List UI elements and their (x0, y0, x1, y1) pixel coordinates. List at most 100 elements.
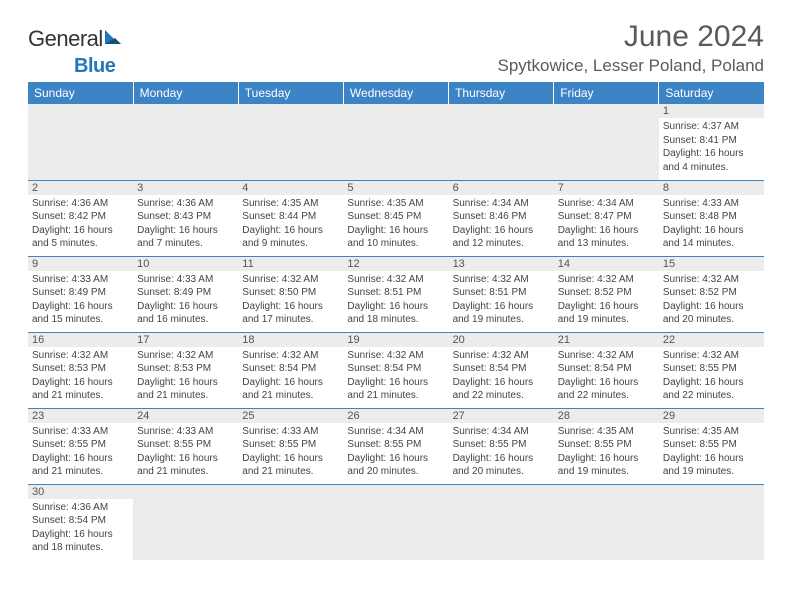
calendar-body: 1 Sunrise: 4:37 AMSunset: 8:41 PMDaylight… (28, 104, 764, 560)
calendar-day-cell (133, 484, 238, 560)
weekday-header-row: SundayMondayTuesdayWednesdayThursdayFrid… (28, 82, 764, 104)
sun-info: Sunrise: 4:34 AMSunset: 8:55 PMDaylight:… (453, 425, 550, 479)
sun-info: Sunrise: 4:35 AMSunset: 8:45 PMDaylight:… (347, 197, 444, 251)
calendar-week-row: 2 Sunrise: 4:36 AMSunset: 8:42 PMDaylight… (28, 180, 764, 256)
sun-info: Sunrise: 4:35 AMSunset: 8:55 PMDaylight:… (663, 425, 760, 479)
day-number: 13 (449, 257, 554, 271)
calendar-day-cell (238, 104, 343, 180)
sun-info: Sunrise: 4:33 AMSunset: 8:48 PMDaylight:… (663, 197, 760, 251)
calendar-day-cell: 11 Sunrise: 4:32 AMSunset: 8:50 PMDayligh… (238, 256, 343, 332)
day-number: 8 (659, 181, 764, 195)
sun-info: Sunrise: 4:36 AMSunset: 8:42 PMDaylight:… (32, 197, 129, 251)
weekday-header: Friday (554, 82, 659, 104)
sun-info: Sunrise: 4:32 AMSunset: 8:50 PMDaylight:… (242, 273, 339, 327)
calendar-day-cell (343, 484, 448, 560)
calendar-day-cell: 18Sunrise: 4:32 AMSunset: 8:54 PMDayligh… (238, 332, 343, 408)
sun-info: Sunrise: 4:35 AMSunset: 8:44 PMDaylight:… (242, 197, 339, 251)
day-number: 28 (554, 409, 659, 423)
calendar-week-row: 23 Sunrise: 4:33 AMSunset: 8:55 PMDayligh… (28, 408, 764, 484)
calendar-day-cell: 1 Sunrise: 4:37 AMSunset: 8:41 PMDaylight… (659, 104, 764, 180)
day-number: 18 (238, 333, 343, 347)
sun-info: Sunrise: 4:32 AMSunset: 8:53 PMDaylight:… (137, 349, 234, 403)
sun-info: Sunrise: 4:33 AMSunset: 8:55 PMDaylight:… (137, 425, 234, 479)
sun-info: Sunrise: 4:35 AMSunset: 8:55 PMDaylight:… (558, 425, 655, 479)
calendar-day-cell (449, 484, 554, 560)
sun-info: Sunrise: 4:34 AMSunset: 8:55 PMDaylight:… (347, 425, 444, 479)
calendar-day-cell: 22 Sunrise: 4:32 AMSunset: 8:55 PMDayligh… (659, 332, 764, 408)
calendar-day-cell: 8 Sunrise: 4:33 AMSunset: 8:48 PMDaylight… (659, 180, 764, 256)
calendar-day-cell: 17 Sunrise: 4:32 AMSunset: 8:53 PMDayligh… (133, 332, 238, 408)
day-number: 2 (28, 181, 133, 195)
sun-info: Sunrise: 4:33 AMSunset: 8:49 PMDaylight:… (32, 273, 129, 327)
day-number: 14 (554, 257, 659, 271)
weekday-header: Tuesday (238, 82, 343, 104)
calendar-day-cell: 3 Sunrise: 4:36 AMSunset: 8:43 PMDaylight… (133, 180, 238, 256)
sail-icon (103, 26, 123, 52)
sun-info: Sunrise: 4:36 AMSunset: 8:54 PMDaylight:… (32, 501, 129, 555)
calendar-day-cell: 30Sunrise: 4:36 AMSunset: 8:54 PMDayligh… (28, 484, 133, 560)
day-number: 1 (659, 104, 764, 118)
calendar-day-cell: 29Sunrise: 4:35 AMSunset: 8:55 PMDayligh… (659, 408, 764, 484)
calendar-day-cell: 24Sunrise: 4:33 AMSunset: 8:55 PMDayligh… (133, 408, 238, 484)
day-number: 3 (133, 181, 238, 195)
sun-info: Sunrise: 4:32 AMSunset: 8:54 PMDaylight:… (558, 349, 655, 403)
calendar-day-cell (343, 104, 448, 180)
day-number: 11 (238, 257, 343, 271)
day-number: 9 (28, 257, 133, 271)
brand-logo: General Blue (28, 26, 123, 78)
header: General Blue June 2024 Spytkowice, Lesse… (28, 20, 764, 78)
day-number: 12 (343, 257, 448, 271)
day-number: 20 (449, 333, 554, 347)
calendar-day-cell: 23Sunrise: 4:33 AMSunset: 8:55 PMDayligh… (28, 408, 133, 484)
sun-info: Sunrise: 4:32 AMSunset: 8:55 PMDaylight:… (663, 349, 760, 403)
day-number: 17 (133, 333, 238, 347)
calendar-day-cell: 15Sunrise: 4:32 AMSunset: 8:52 PMDayligh… (659, 256, 764, 332)
day-number: 27 (449, 409, 554, 423)
sun-info: Sunrise: 4:36 AMSunset: 8:43 PMDaylight:… (137, 197, 234, 251)
calendar-day-cell (133, 104, 238, 180)
sun-info: Sunrise: 4:34 AMSunset: 8:47 PMDaylight:… (558, 197, 655, 251)
calendar-day-cell: 10 Sunrise: 4:33 AMSunset: 8:49 PMDayligh… (133, 256, 238, 332)
day-number: 4 (238, 181, 343, 195)
calendar-day-cell: 5 Sunrise: 4:35 AMSunset: 8:45 PMDaylight… (343, 180, 448, 256)
calendar-day-cell (659, 484, 764, 560)
weekday-header: Thursday (449, 82, 554, 104)
calendar-day-cell: 2 Sunrise: 4:36 AMSunset: 8:42 PMDaylight… (28, 180, 133, 256)
day-number: 10 (133, 257, 238, 271)
calendar-day-cell: 27 Sunrise: 4:34 AMSunset: 8:55 PMDayligh… (449, 408, 554, 484)
day-number: 23 (28, 409, 133, 423)
sun-info: Sunrise: 4:33 AMSunset: 8:49 PMDaylight:… (137, 273, 234, 327)
calendar-week-row: 16 Sunrise: 4:32 AMSunset: 8:53 PMDayligh… (28, 332, 764, 408)
calendar-day-cell: 7 Sunrise: 4:34 AMSunset: 8:47 PMDaylight… (554, 180, 659, 256)
day-number: 22 (659, 333, 764, 347)
day-number: 16 (28, 333, 133, 347)
calendar-day-cell: 12Sunrise: 4:32 AMSunset: 8:51 PMDayligh… (343, 256, 448, 332)
calendar-day-cell: 26 Sunrise: 4:34 AMSunset: 8:55 PMDayligh… (343, 408, 448, 484)
brand-name-part2: Blue (74, 55, 115, 77)
day-number: 19 (343, 333, 448, 347)
calendar-day-cell (28, 104, 133, 180)
weekday-header: Monday (133, 82, 238, 104)
sun-info: Sunrise: 4:32 AMSunset: 8:54 PMDaylight:… (453, 349, 550, 403)
sun-info: Sunrise: 4:32 AMSunset: 8:52 PMDaylight:… (558, 273, 655, 327)
day-number: 7 (554, 181, 659, 195)
calendar-day-cell (238, 484, 343, 560)
sun-info: Sunrise: 4:32 AMSunset: 8:53 PMDaylight:… (32, 349, 129, 403)
brand-name-part1: General (28, 26, 103, 51)
sun-info: Sunrise: 4:37 AMSunset: 8:41 PMDaylight:… (663, 120, 760, 174)
day-number: 5 (343, 181, 448, 195)
day-number: 26 (343, 409, 448, 423)
calendar-day-cell: 16 Sunrise: 4:32 AMSunset: 8:53 PMDayligh… (28, 332, 133, 408)
weekday-header: Wednesday (343, 82, 448, 104)
calendar-day-cell (554, 484, 659, 560)
sun-info: Sunrise: 4:33 AMSunset: 8:55 PMDaylight:… (242, 425, 339, 479)
day-number: 25 (238, 409, 343, 423)
calendar-day-cell: 4 Sunrise: 4:35 AMSunset: 8:44 PMDaylight… (238, 180, 343, 256)
weekday-header: Saturday (659, 82, 764, 104)
day-number: 6 (449, 181, 554, 195)
sun-info: Sunrise: 4:32 AMSunset: 8:52 PMDaylight:… (663, 273, 760, 327)
calendar-day-cell: 14 Sunrise: 4:32 AMSunset: 8:52 PMDayligh… (554, 256, 659, 332)
calendar-week-row: 1 Sunrise: 4:37 AMSunset: 8:41 PMDaylight… (28, 104, 764, 180)
calendar-day-cell: 9 Sunrise: 4:33 AMSunset: 8:49 PMDaylight… (28, 256, 133, 332)
month-title: June 2024 (498, 20, 765, 54)
